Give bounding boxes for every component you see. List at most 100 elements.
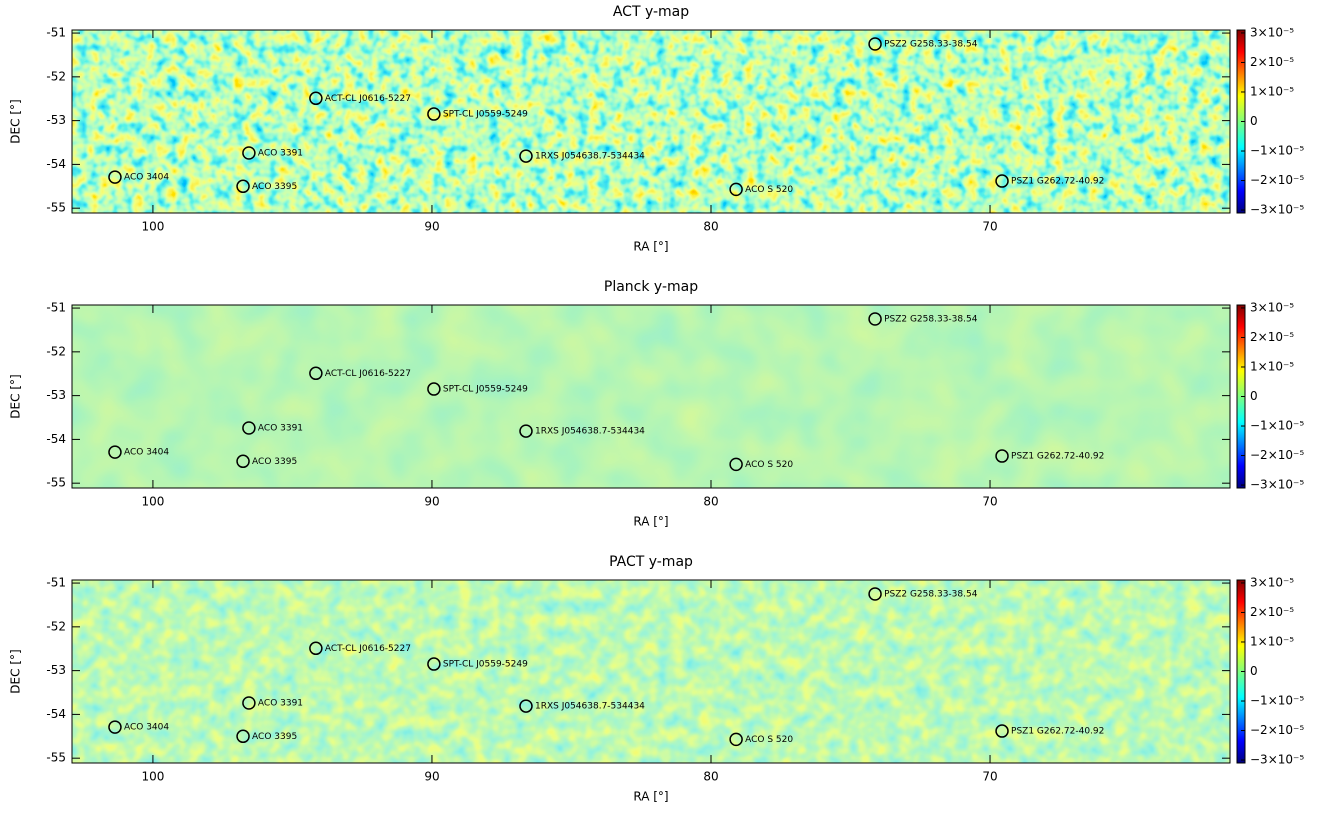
x-tick-label: 80 — [703, 495, 718, 509]
cluster-label: PSZ1 G262.72-40.92 — [1011, 452, 1104, 462]
cluster-marker — [108, 445, 122, 459]
chart-title: ACT y-map — [613, 4, 689, 20]
cluster-marker — [108, 170, 122, 184]
colorbar-tick-label: −1×10⁻⁵ — [1250, 419, 1304, 433]
x-axis-label: RA [°] — [633, 790, 668, 804]
x-tick-label: 80 — [703, 770, 718, 784]
cluster-label: ACO 3404 — [124, 173, 169, 183]
y-tick-label: -53 — [46, 663, 66, 677]
cluster-marker — [519, 149, 533, 163]
cluster-label: ACO 3404 — [124, 448, 169, 458]
colorbar-tick-label: 0 — [1250, 664, 1258, 678]
colorbar-tick-label: 3×10⁻⁵ — [1250, 300, 1294, 314]
chart-title: PACT y-map — [609, 554, 693, 570]
cluster-marker — [729, 457, 743, 472]
colorbar-tick-label: 3×10⁻⁵ — [1250, 575, 1294, 589]
cluster-marker — [242, 421, 256, 435]
y-axis-label: DEC [°] — [9, 374, 23, 418]
colorbar-tick-label: 1×10⁻⁵ — [1250, 634, 1294, 648]
cluster-label: PSZ2 G258.33-38.54 — [884, 590, 978, 600]
cluster-marker — [519, 699, 533, 713]
cluster-marker — [427, 382, 441, 396]
cluster-marker — [995, 724, 1009, 738]
y-tick-label: -52 — [46, 69, 66, 83]
colorbar-tick-label: −2×10⁻⁵ — [1250, 448, 1304, 462]
cluster-marker — [995, 174, 1009, 188]
cluster-marker — [427, 657, 441, 671]
cluster-marker — [242, 696, 256, 710]
y-tick-label: -55 — [46, 751, 66, 765]
cluster-marker — [309, 91, 323, 106]
x-tick-label: 90 — [424, 495, 439, 509]
x-axis-label: RA [°] — [633, 515, 668, 529]
plot-frame — [71, 304, 1231, 489]
y-tick-label: -54 — [46, 707, 66, 721]
cluster-label: ACT-CL J0616-5227 — [325, 94, 411, 104]
y-tick-label: -54 — [46, 432, 66, 446]
colorbar-tick-label: −3×10⁻⁵ — [1250, 203, 1304, 217]
y-tick-label: -52 — [46, 344, 66, 358]
cluster-label: ACO 3391 — [258, 699, 303, 709]
cluster-marker — [108, 720, 122, 734]
cluster-label: PSZ2 G258.33-38.54 — [884, 40, 978, 50]
cluster-label: ACO S 520 — [745, 460, 793, 470]
y-axis-label: DEC [°] — [9, 99, 23, 143]
x-tick-label: 70 — [982, 770, 997, 784]
y-tick-label: -54 — [46, 157, 66, 171]
colorbar-tick-label: 0 — [1250, 114, 1258, 128]
colorbar-tick-label: 2×10⁻⁵ — [1250, 605, 1294, 619]
y-tick-label: -55 — [46, 201, 66, 215]
cluster-marker — [729, 732, 743, 747]
plot-frame — [71, 579, 1231, 764]
cluster-label: SPT-CL J0559-5249 — [443, 660, 528, 670]
colorbar-tick-label: −1×10⁻⁵ — [1250, 144, 1304, 158]
cluster-marker — [729, 182, 743, 197]
y-tick-label: -51 — [46, 26, 66, 40]
cluster-label: 1RXS J054638.7-534434 — [535, 702, 645, 712]
cluster-label: ACO S 520 — [745, 735, 793, 745]
y-tick-label: -51 — [46, 301, 66, 315]
x-tick-label: 100 — [141, 495, 164, 509]
x-tick-label: 100 — [141, 770, 164, 784]
colorbar-tick-label: −3×10⁻⁵ — [1250, 478, 1304, 492]
map-image — [72, 30, 1230, 213]
colorbar-tick-label: −1×10⁻⁵ — [1250, 694, 1304, 708]
x-axis-label: RA [°] — [633, 240, 668, 254]
map-image — [72, 305, 1230, 488]
cluster-label: ACO 3395 — [252, 182, 297, 192]
cluster-marker — [868, 37, 882, 51]
colorbar-tick-label: 2×10⁻⁵ — [1250, 330, 1294, 344]
cluster-label: ACO 3391 — [258, 149, 303, 159]
x-tick-label: 90 — [424, 770, 439, 784]
cluster-label: PSZ1 G262.72-40.92 — [1011, 177, 1104, 187]
colorbar-tick-label: −2×10⁻⁵ — [1250, 723, 1304, 737]
plot-frame — [71, 29, 1231, 214]
cluster-marker — [868, 312, 882, 326]
cluster-label: ACO 3391 — [258, 424, 303, 434]
y-tick-label: -52 — [46, 619, 66, 633]
y-tick-label: -53 — [46, 388, 66, 402]
cluster-label: ACT-CL J0616-5227 — [325, 644, 411, 654]
map-image — [72, 580, 1230, 763]
cluster-marker — [427, 107, 441, 121]
colorbar-tick-label: 3×10⁻⁵ — [1250, 25, 1294, 39]
cluster-marker — [242, 146, 256, 160]
cluster-marker — [519, 424, 533, 438]
cluster-label: SPT-CL J0559-5249 — [443, 385, 528, 395]
colorbar-tick-label: −2×10⁻⁵ — [1250, 173, 1304, 187]
colorbar-tick-label: −3×10⁻⁵ — [1250, 753, 1304, 767]
cluster-marker — [868, 587, 882, 601]
x-tick-label: 70 — [982, 495, 997, 509]
cluster-label: ACT-CL J0616-5227 — [325, 369, 411, 379]
y-tick-label: -53 — [46, 113, 66, 127]
cluster-label: 1RXS J054638.7-534434 — [535, 152, 645, 162]
chart-title: Planck y-map — [604, 279, 698, 295]
x-tick-label: 90 — [424, 220, 439, 234]
cluster-label: 1RXS J054638.7-534434 — [535, 427, 645, 437]
colorbar-tick-label: 2×10⁻⁵ — [1250, 55, 1294, 69]
colorbar-tick-label: 0 — [1250, 389, 1258, 403]
cluster-label: ACO 3404 — [124, 723, 169, 733]
cluster-marker — [236, 179, 250, 194]
cluster-label: ACO 3395 — [252, 457, 297, 467]
